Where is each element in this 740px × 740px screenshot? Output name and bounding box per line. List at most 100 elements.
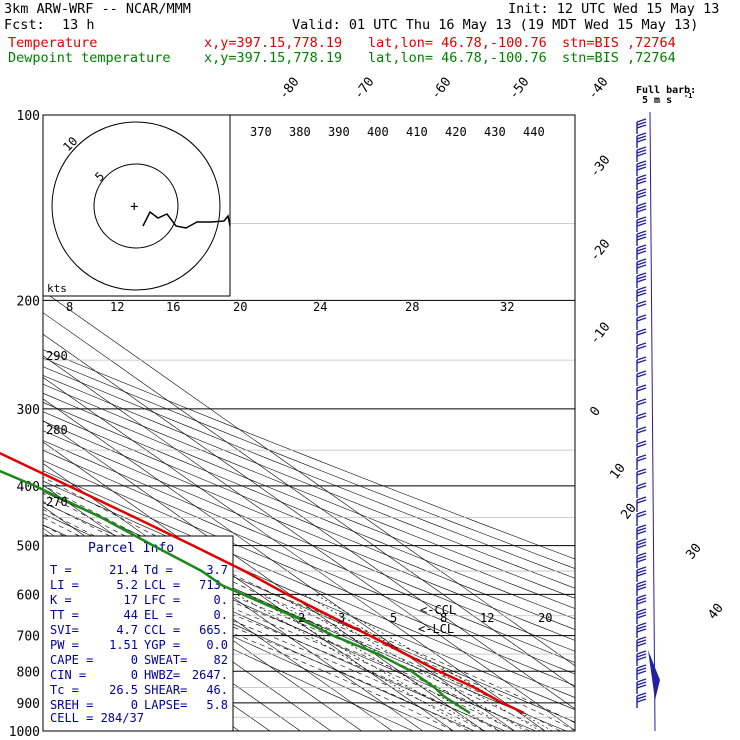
mixing-ratio-label: 16 xyxy=(166,300,180,314)
lcl-annotation: <-LCL xyxy=(418,622,454,636)
parcel-label: CIN = xyxy=(50,668,86,682)
wind-barb xyxy=(636,594,647,610)
parcel-label: SHEAR= xyxy=(144,683,187,697)
pressure-tick-label: 900 xyxy=(17,697,40,712)
barb-staff xyxy=(649,111,656,732)
pressure-tick-label: 600 xyxy=(17,588,40,603)
wind-barb xyxy=(636,132,647,148)
isotherm-line xyxy=(43,463,423,731)
valid-time: Valid: 01 UTC Thu 16 May 13 (19 MDT Wed … xyxy=(292,17,699,33)
theta-label: 400 xyxy=(367,125,389,139)
parcel-value: 0 xyxy=(131,698,138,712)
wind-barb-pennant xyxy=(648,650,660,700)
wind-barb xyxy=(636,636,647,652)
wind-barb xyxy=(636,370,647,386)
dewpoint-legend: Dewpoint temperature xyxy=(8,50,171,66)
pressure-tick-label: 700 xyxy=(17,630,40,645)
wind-barb xyxy=(636,496,647,512)
theta-label: 420 xyxy=(445,125,467,139)
parcel-label: LI = xyxy=(50,578,79,592)
parcel-value: 82 xyxy=(214,653,228,667)
parcel-value: 4.7 xyxy=(116,623,138,637)
wind-barb xyxy=(636,664,647,680)
wind-barb xyxy=(636,622,647,638)
wind-barb xyxy=(636,174,647,190)
temperature-station: stn=BIS ,72764 xyxy=(562,35,676,51)
isotherm-tick-label: -20 xyxy=(587,237,613,265)
wind-barb xyxy=(636,566,647,582)
ccl-annotation: <-CCL xyxy=(420,603,456,617)
mixing-ratio-lower-label: 2 xyxy=(298,611,305,625)
wind-barb xyxy=(636,608,647,624)
parcel-label: SVI= xyxy=(50,623,79,637)
wind-barb xyxy=(636,650,647,666)
parcel-value: 0. xyxy=(214,608,228,622)
mixing-ratio-line xyxy=(248,594,486,731)
parcel-info-panel xyxy=(42,535,234,732)
temperature-xy: x,y=397.15,778.19 xyxy=(204,35,343,51)
isotherm-tick-label: -40 xyxy=(585,75,611,103)
parcel-value: 0.0 xyxy=(206,638,228,652)
hodograph-center-cross: + xyxy=(130,199,138,215)
pressure-tick-label: 300 xyxy=(17,403,40,418)
isotherm-line xyxy=(43,290,575,667)
barb-legend-line1: Full barb: xyxy=(636,85,696,96)
isotherm-tick-label: 10 xyxy=(607,461,628,483)
isotherm-tick-label: -60 xyxy=(428,75,454,103)
wind-barb xyxy=(636,412,647,428)
mixing-ratio-label: 32 xyxy=(500,300,514,314)
parcel-label: YGP = xyxy=(144,638,180,652)
theta-e-label: 290 xyxy=(46,349,68,363)
pressure-tick-label: 100 xyxy=(17,109,40,124)
parcel-value: 44 xyxy=(124,608,138,622)
pressure-tick-label: 1000 xyxy=(9,725,40,740)
parcel-label: CCL = xyxy=(144,623,180,637)
mixing-ratio-lower-label: 12 xyxy=(480,611,494,625)
isotherm-tick-label: -80 xyxy=(276,75,302,103)
mixing-ratio-label: 12 xyxy=(110,300,124,314)
wind-barb xyxy=(636,510,647,526)
dewpoint-station: stn=BIS ,72764 xyxy=(562,50,676,66)
pressure-tick-label: 400 xyxy=(17,480,40,495)
mixing-ratio-label: 24 xyxy=(313,300,327,314)
isotherm-tick-label: -50 xyxy=(506,75,532,103)
hodograph-ring-outer xyxy=(51,121,221,291)
barb-legend-sup: -1 xyxy=(684,92,692,100)
parcel-label: TT = xyxy=(50,608,79,622)
hodograph-trace xyxy=(142,210,231,229)
wind-barb xyxy=(636,426,647,442)
theta-e-label: 270 xyxy=(46,495,68,509)
isotherm-line xyxy=(43,355,575,731)
mixing-ratio-lower-label: 20 xyxy=(538,611,552,625)
wind-barb xyxy=(636,398,647,414)
wind-barb xyxy=(636,146,647,162)
mixing-ratio-label: 28 xyxy=(405,300,419,314)
parcel-label: CAPE = xyxy=(50,653,93,667)
parcel-value: 1.51 xyxy=(109,638,138,652)
isotherm-tick-label: 30 xyxy=(683,541,704,563)
wind-barb xyxy=(636,468,647,484)
mixing-ratio-lower-label: 8 xyxy=(440,611,447,625)
parcel-label: PW = xyxy=(50,638,79,652)
wind-barb xyxy=(636,384,647,400)
dewpoint-profile xyxy=(0,469,471,715)
wind-barb xyxy=(636,188,647,204)
parcel-value: 0 xyxy=(131,653,138,667)
isotherm-tick-label: -30 xyxy=(587,153,613,181)
theta-label: 380 xyxy=(289,125,311,139)
theta-label: 430 xyxy=(484,125,506,139)
theta-label: 390 xyxy=(328,125,350,139)
parcel-label: SREH = xyxy=(50,698,93,712)
wind-barb xyxy=(636,230,647,246)
parcel-value: 5.8 xyxy=(206,698,228,712)
wind-barb xyxy=(636,118,647,134)
isotherm-tick-label: -70 xyxy=(351,75,377,103)
wind-barb xyxy=(636,286,647,302)
parcel-value: 3.7 xyxy=(206,563,228,577)
theta-label: 370 xyxy=(250,125,272,139)
mixing-ratio-line xyxy=(236,594,474,731)
parcel-value: 26.5 xyxy=(109,683,138,697)
wind-barb xyxy=(636,300,647,316)
